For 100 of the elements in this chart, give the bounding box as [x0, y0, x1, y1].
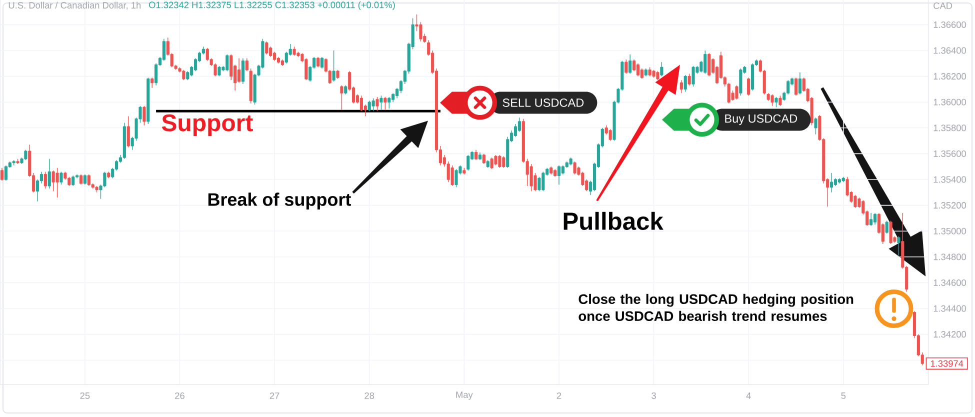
annotation: SELL USDCAD — [502, 98, 584, 107]
text: O1.32342 H1.32375 L1.32255 C1.32353 +0.00011 (+0.01%) — [148, 1, 395, 10]
candlestick — [450, 164, 454, 186]
candlestick — [735, 84, 738, 100]
candlestick — [265, 41, 268, 55]
candlestick — [750, 63, 754, 91]
candlestick — [466, 154, 470, 171]
candlestick — [126, 116, 130, 148]
candlestick — [490, 157, 494, 170]
candlestick — [462, 168, 466, 175]
candlestick — [648, 66, 652, 77]
candlestick — [474, 149, 478, 160]
y-tick-label: 1.34600 — [934, 279, 966, 286]
candlestick — [454, 168, 458, 188]
candlestick — [142, 106, 146, 126]
y-tick-label: 1.35200 — [934, 202, 966, 209]
candlestick — [494, 154, 498, 166]
candlestick — [146, 77, 150, 124]
x-tick-label: 28 — [364, 392, 374, 399]
annotation: Close the long USDCAD hedging position once USDCAD bearish trend resumes — [578, 294, 854, 322]
candlestick — [249, 68, 252, 104]
candlestick — [316, 56, 320, 68]
candlestick — [83, 174, 86, 186]
candlestick — [280, 59, 284, 66]
x-tick-label: 4 — [746, 392, 751, 399]
candlestick — [778, 95, 782, 106]
candlestick — [553, 168, 557, 178]
candlestick — [336, 70, 340, 80]
candlestick — [72, 175, 75, 186]
candlestick — [60, 171, 63, 186]
x-tick-label: 2 — [556, 392, 562, 399]
candlestick — [573, 161, 576, 175]
y-tick-label: 1.34800 — [934, 254, 966, 260]
candlestick — [542, 171, 545, 192]
candlestick — [368, 100, 371, 112]
annotation: Break of support — [208, 192, 351, 210]
y-tick-label: 1.34400 — [934, 305, 966, 312]
candlestick — [569, 157, 572, 166]
candlestick — [854, 194, 857, 208]
candlestick — [704, 50, 707, 74]
candlestick — [292, 46, 296, 56]
text: U.S. Dollar / Canadian Dollar, 1h — [8, 2, 141, 10]
candlestick — [708, 52, 711, 77]
candlestick — [608, 128, 612, 142]
candlestick — [684, 74, 687, 92]
candlestick — [56, 168, 59, 198]
candlestick — [87, 174, 90, 186]
candlestick — [44, 171, 47, 189]
y-tick-label: 1.34200 — [934, 331, 966, 338]
candlestick — [182, 70, 186, 81]
candlestick — [628, 54, 632, 74]
x-tick-label: May — [456, 392, 473, 400]
candlestick — [692, 66, 695, 87]
candlestick — [774, 96, 778, 108]
candlestick — [486, 160, 490, 168]
y-tick-label: 1.36600 — [934, 21, 966, 28]
x-tick-label: 26 — [175, 392, 184, 399]
annotation: Buy USDCAD — [725, 114, 798, 126]
candlestick — [218, 66, 221, 77]
candlestick — [245, 58, 248, 72]
annotation: Support — [162, 114, 253, 136]
y-tick-label: 1.36000 — [934, 98, 966, 106]
candlestick — [79, 174, 83, 186]
text: 1.33974 — [930, 360, 964, 367]
candlestick — [226, 54, 229, 72]
candlestick — [122, 122, 126, 160]
candlestick — [798, 72, 802, 95]
y-tick-label: 1.35600 — [934, 150, 966, 157]
candlestick — [624, 59, 628, 74]
candlestick — [557, 164, 561, 186]
candlestick — [482, 153, 486, 164]
candlestick — [24, 149, 28, 160]
candlestick — [107, 171, 110, 179]
x-tick-label: 25 — [80, 392, 90, 399]
candlestick — [885, 220, 888, 234]
candlestick — [688, 73, 691, 86]
candlestick — [550, 166, 553, 175]
candlestick — [656, 70, 660, 81]
candlestick — [12, 160, 16, 166]
candlestick — [478, 152, 482, 160]
candlestick — [814, 117, 818, 135]
candlestick — [870, 212, 873, 226]
y-tick-label: 1.36400 — [934, 47, 966, 54]
candlestick — [502, 156, 506, 168]
candlestick — [48, 158, 51, 189]
candlestick — [680, 80, 683, 94]
candlestick — [16, 158, 20, 164]
y-tick-label: 1.35000 — [934, 228, 966, 234]
candlestick — [241, 58, 244, 84]
y-axis-title: CAD — [934, 2, 952, 9]
y-tick-label: 1.35400 — [934, 176, 966, 183]
candlestick — [838, 178, 841, 184]
candlestick — [636, 63, 640, 77]
annotation: Pullback — [564, 212, 664, 230]
x-tick-label: 5 — [841, 392, 846, 399]
candlestick — [889, 220, 892, 244]
candlestick — [770, 94, 774, 106]
candlestick — [644, 68, 648, 77]
candlestick — [873, 212, 877, 225]
candlestick — [747, 77, 750, 96]
